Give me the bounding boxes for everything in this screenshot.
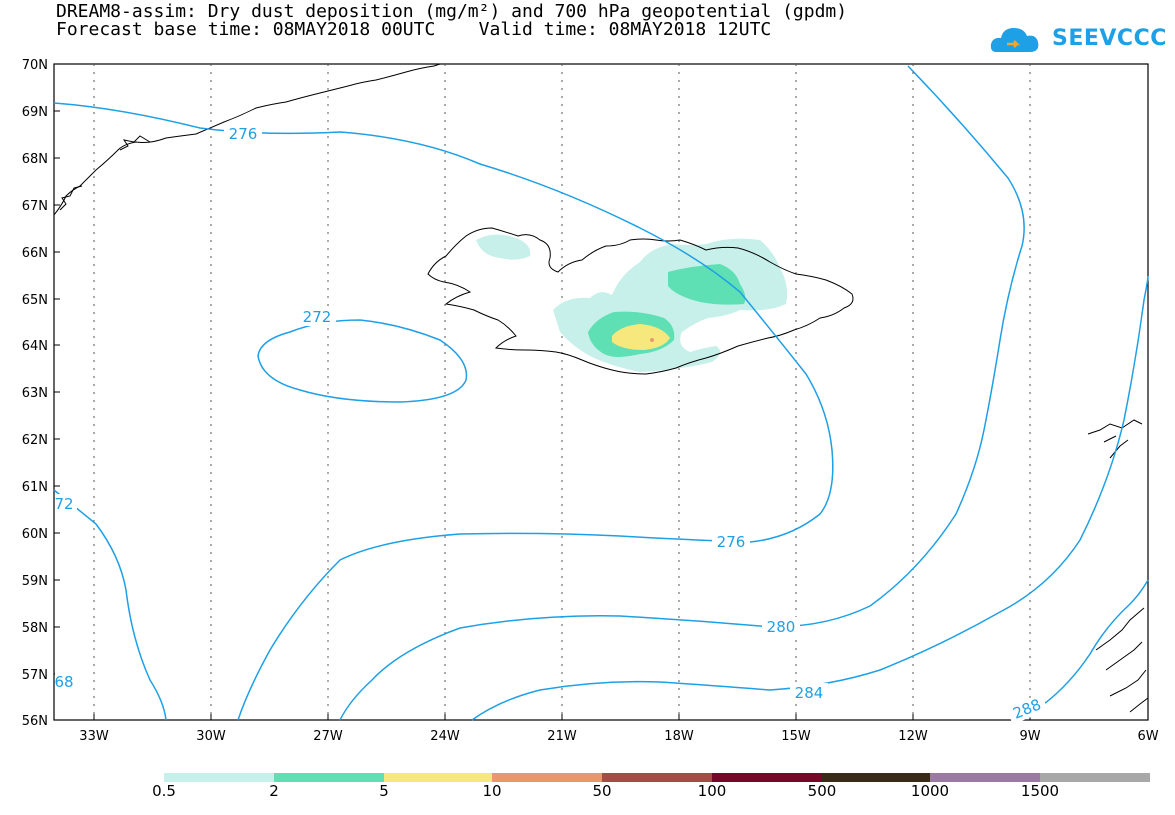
- isoline-label: 280: [767, 618, 796, 636]
- colorbar-label: 5: [379, 782, 389, 800]
- cloud-logo-icon: [990, 28, 1039, 52]
- colorbar-label: 1000: [910, 782, 950, 800]
- lat-label: 61N: [22, 480, 48, 495]
- isoline-label: 276: [717, 533, 746, 551]
- lat-axis: 70N 69N 68N 67N 66N 65N 64N 63N 62N 61N …: [22, 58, 60, 729]
- dust-contour-0-5-nw: [476, 234, 531, 260]
- dust-contour-5: [612, 324, 670, 350]
- isoline-284: [471, 275, 1149, 721]
- lat-label: 56N: [22, 714, 48, 729]
- lon-label: 6W: [1137, 729, 1158, 744]
- colorbar-label: 1500: [1020, 782, 1060, 800]
- lat-label: 66N: [22, 246, 48, 261]
- map-title: DREAM8-assim: Dry dust deposition (mg/m²…: [56, 1, 848, 22]
- isoline-label: 276: [229, 125, 258, 143]
- lat-label: 60N: [22, 527, 48, 542]
- colorbar-label: 50: [592, 782, 612, 800]
- lon-label: 18W: [664, 729, 694, 744]
- colorbar-swatch: [712, 773, 822, 782]
- lon-label: 30W: [196, 729, 226, 744]
- coastlines: [53, 63, 1149, 713]
- logo-text: SEEVCCC: [1052, 26, 1167, 51]
- isoline-labels: 276 272 276 280 284 288 72 68: [54, 124, 1048, 725]
- lat-label: 63N: [22, 386, 48, 401]
- isoline-label: 72: [54, 495, 73, 513]
- isoline-276-north: [53, 102, 834, 721]
- isoline-label: 284: [795, 684, 824, 702]
- map-frame: [53, 63, 1149, 721]
- faroe-coast: [1087, 419, 1143, 459]
- greenland-coast: [53, 63, 441, 216]
- lat-label: 69N: [22, 105, 48, 120]
- lon-label: 12W: [898, 729, 928, 744]
- lat-label: 62N: [22, 433, 48, 448]
- lon-label: 15W: [781, 729, 811, 744]
- colorbar-swatch: [930, 773, 1040, 782]
- colorbar-swatch: [822, 773, 930, 782]
- lon-axis: 33W 30W 27W 24W 21W 18W 15W 12W 9W 6W: [79, 714, 1159, 744]
- colorbar-label: 500: [807, 782, 837, 800]
- colorbar-swatch: [164, 773, 274, 782]
- lon-label: 33W: [79, 729, 109, 744]
- dust-deposition-field: [476, 234, 788, 372]
- colorbar-label: 10: [482, 782, 502, 800]
- lat-label: 58N: [22, 621, 48, 636]
- lat-label: 59N: [22, 574, 48, 589]
- lon-label: 24W: [430, 729, 460, 744]
- isoline-272: [257, 319, 468, 403]
- lon-label: 9W: [1019, 729, 1040, 744]
- colorbar-swatch: [1040, 773, 1150, 782]
- iceland-coast: [427, 227, 854, 375]
- colorbar-swatch: [492, 773, 602, 782]
- colorbar-swatch: [384, 773, 492, 782]
- colorbar-label: 0.5: [152, 782, 176, 800]
- lon-label: 27W: [313, 729, 343, 744]
- isoline-272-sw: [53, 489, 167, 721]
- isoline-276-east: [339, 65, 1025, 721]
- lon-label: 21W: [547, 729, 577, 744]
- dust-contour-2: [668, 264, 746, 305]
- lat-label: 64N: [22, 339, 48, 354]
- lat-label: 70N: [22, 58, 48, 73]
- grid-lines: [93, 64, 1031, 720]
- isoline-label: 272: [303, 308, 332, 326]
- lat-label: 67N: [22, 199, 48, 214]
- scotland-coast: [1095, 607, 1149, 713]
- colorbar-label: 2: [269, 782, 279, 800]
- lat-label: 65N: [22, 293, 48, 308]
- lat-label: 68N: [22, 152, 48, 167]
- lat-label: 57N: [22, 668, 48, 683]
- colorbar-label: 100: [697, 782, 727, 800]
- colorbar-swatch: [274, 773, 384, 782]
- colorbar-swatch: [602, 773, 712, 782]
- dust-peak: [650, 338, 654, 342]
- greenland-coast-detail: [59, 135, 151, 211]
- isoline-label: 68: [54, 673, 73, 691]
- colorbar: [164, 773, 1150, 782]
- map-subtitle: Forecast base time: 08MAY2018 00UTC Vali…: [56, 19, 772, 40]
